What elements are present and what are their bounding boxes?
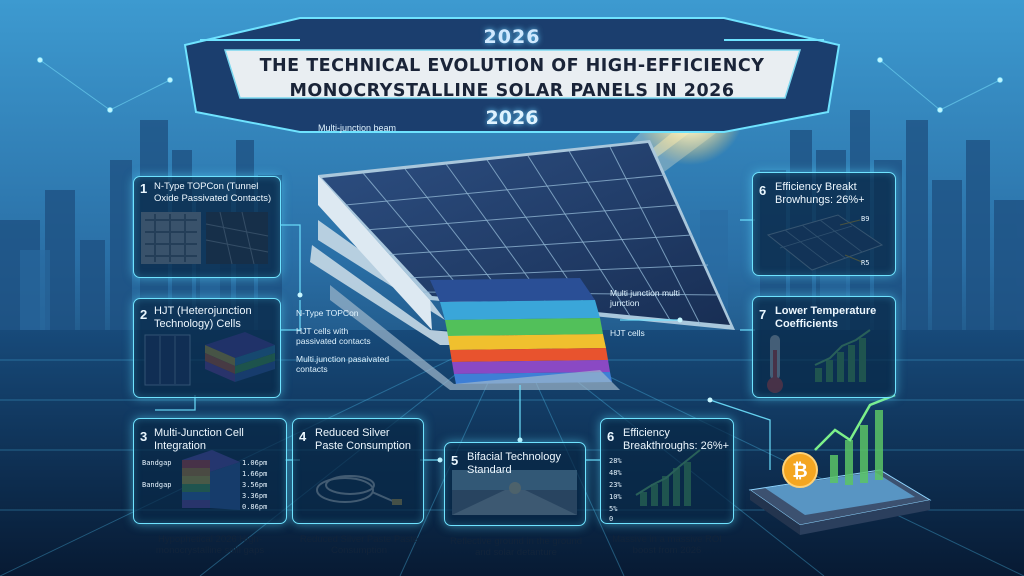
bandgap-value-1: 1.06pm (242, 459, 268, 467)
card-temperature: 7 Lower Temperature Coefficients (752, 296, 896, 398)
efficiency-tick-3: 23% (609, 481, 622, 489)
efficiency-tick-2: 48% (609, 469, 622, 477)
card-6a-title: Efficiency Breakt Browhungs: 26%+ (775, 181, 865, 206)
card-efficiency-bottom: 6 Efficiency Breakthroughs: 26%+ 28% 48%… (600, 418, 734, 524)
label-multi-junction-beam: Multi-junction beam (318, 123, 397, 133)
card-2-number: 2 (140, 307, 148, 322)
card-5-title: Bifacial Technology Standard (467, 451, 561, 476)
efficiency-tick-6: 0 (609, 515, 614, 523)
title-line-1: THE TECHNICAL EVOLUTION OF HIGH-EFFICIEN… (259, 56, 765, 76)
card-7-number: 7 (759, 307, 767, 322)
card-bifacial: 5 Bifacial Technology Standard (444, 442, 586, 526)
card-n-type-topcon: 1 N-Type TOPCon (Tunnel Oxide Passivated… (133, 176, 281, 278)
label-hjt-passivated: HJT cells with passivated contacts (296, 326, 371, 346)
card-3-caption: Hypophetical 2026 High-monocrystalline s… (155, 534, 265, 556)
title-line-2: MONOCRYSTALLINE SOLAR PANELS IN 2026 (289, 81, 735, 101)
svg-text:₿: ₿ (792, 461, 807, 482)
bandgap-value-4: 3.36pm (242, 492, 268, 500)
efficiency-tick-4: 10% (609, 493, 622, 501)
card-6a-number: 6 (759, 183, 767, 198)
card-hjt-cells: 2 HJT (Heterojunction Technology) Cells (133, 298, 281, 398)
banner-year-top: 2026 (483, 26, 541, 48)
label-multi-junction-right: Multi junction multi junction (610, 288, 680, 308)
efficiency-label-r5: R5 (861, 259, 870, 267)
solar-panel (310, 140, 735, 390)
card-multi-junction: 3 Multi-Junction Cell Integration Bandga… (133, 418, 287, 524)
card-4-number: 4 (299, 429, 307, 444)
card-4-caption: Reduced Silver Paste Paste Consumption (299, 534, 419, 556)
card-5-caption: Reflective ground in the ground and sola… (449, 536, 583, 558)
bandgap-value-5: 0.86pm (242, 503, 268, 511)
city-skyline (0, 110, 1024, 340)
card-1-title: N-Type TOPCon (Tunnel Oxide Passivated C… (154, 181, 272, 204)
title-banner-shape (183, 17, 841, 133)
bandgap-value-3: 3.56pm (242, 481, 268, 489)
card-silver-paste: 4 Reduced Silver Paste Consumption (292, 418, 424, 524)
page-title: THE TECHNICAL EVOLUTION OF HIGH-EFFICIEN… (230, 54, 794, 104)
efficiency-tick-1: 28% (609, 457, 622, 465)
card-5-number: 5 (451, 453, 459, 468)
card-6b-caption: Massive in a massive ROI boost from 2026 (612, 534, 722, 556)
title-banner: 2026 THE TECHNICAL EVOLUTION OF HIGH-EFF… (190, 12, 834, 130)
card-7-title: Lower Temperature Coefficients (775, 305, 877, 330)
card-3-title: Multi-Junction Cell Integration (154, 427, 244, 452)
bandgap-label-b: Bandgap (142, 481, 172, 489)
label-multijunction-passivated: Multi.junction pasaivated contacts (296, 354, 390, 374)
card-2-title: HJT (Heterojunction Technology) Cells (154, 305, 252, 330)
efficiency-label-b9: B9 (861, 215, 870, 223)
label-n-type-topcon: N-Type TOPCon (296, 308, 359, 318)
bitcoin-icon: ₿ (782, 452, 818, 488)
card-efficiency-top: 6 Efficiency Breakt Browhungs: 26%+ B9 R… (752, 172, 896, 276)
card-4-title: Reduced Silver Paste Consumption (315, 427, 411, 452)
label-hjt-cells: HJT cells (610, 328, 645, 338)
card-6b-number: 6 (607, 429, 615, 444)
layer-stack (430, 278, 612, 384)
card-6b-title: Efficiency Breakthroughs: 26%+ (623, 427, 730, 452)
bandgap-value-2: 1.66pm (242, 470, 268, 478)
banner-year-bottom: 2026 (485, 107, 539, 129)
card-1-number: 1 (140, 181, 148, 196)
card-3-number: 3 (140, 429, 148, 444)
efficiency-tick-5: 5% (609, 505, 618, 513)
bandgap-label-a: Bandgap (142, 459, 172, 467)
